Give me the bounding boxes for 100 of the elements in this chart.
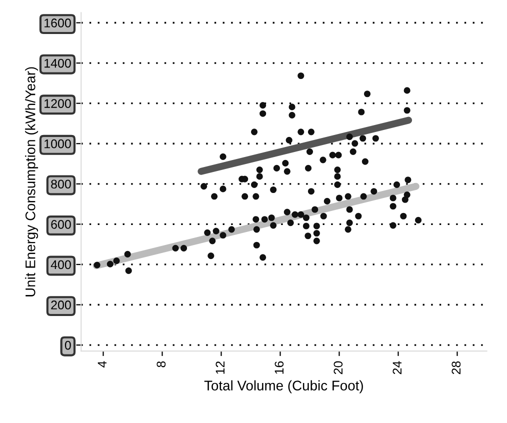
point — [344, 193, 352, 200]
point — [106, 260, 114, 268]
point — [306, 148, 314, 155]
point — [260, 110, 266, 117]
point — [346, 219, 353, 226]
x-tick-label: 16 — [274, 361, 284, 374]
point — [324, 198, 330, 205]
point — [313, 222, 320, 230]
point — [350, 148, 356, 155]
x-tick-label: 4 — [98, 361, 106, 368]
point — [302, 214, 310, 222]
y-tick-label: 1200 — [44, 99, 71, 108]
y-tick-label: 1400 — [44, 58, 71, 68]
point — [364, 90, 371, 98]
y-tick-label: 600 — [51, 220, 71, 229]
point — [253, 226, 260, 233]
point — [402, 196, 408, 203]
point — [209, 238, 216, 244]
point — [204, 229, 211, 236]
x-tick-label: 28 — [452, 361, 461, 374]
point — [390, 222, 396, 229]
point — [288, 104, 296, 110]
point — [360, 135, 366, 142]
point — [200, 183, 208, 190]
point — [334, 173, 341, 180]
x-tick-label: 24 — [392, 361, 402, 374]
point — [94, 262, 100, 268]
point — [355, 212, 362, 220]
point — [172, 244, 179, 252]
y-tick-label: 1600 — [44, 18, 71, 28]
point — [312, 206, 318, 213]
point — [298, 128, 304, 136]
point — [334, 166, 341, 174]
point — [352, 140, 358, 147]
point — [220, 232, 226, 239]
point — [390, 194, 396, 202]
point — [180, 244, 188, 252]
point — [404, 191, 410, 198]
point — [286, 136, 292, 144]
point — [344, 226, 352, 233]
point — [220, 186, 226, 192]
point — [404, 107, 410, 114]
point — [329, 152, 336, 158]
point — [124, 250, 131, 258]
point — [250, 128, 258, 136]
point — [273, 164, 280, 172]
point — [211, 193, 218, 200]
point — [335, 152, 342, 158]
point — [288, 112, 296, 119]
y-tick-label: 400 — [50, 260, 71, 270]
point — [414, 216, 422, 224]
y-tick-label: 200 — [51, 300, 71, 310]
point — [336, 194, 343, 202]
point — [208, 252, 214, 260]
point — [287, 219, 294, 226]
point — [308, 188, 314, 195]
point — [113, 258, 120, 264]
point — [253, 242, 260, 248]
point — [228, 226, 235, 233]
point — [292, 211, 298, 218]
point — [346, 133, 353, 140]
point — [284, 168, 290, 175]
point — [298, 72, 304, 80]
point — [302, 222, 310, 230]
point — [334, 181, 341, 188]
y-tick-label: 1000 — [44, 139, 71, 148]
x-axis-title: Total Volume (Cubic Foot) — [204, 380, 363, 394]
point — [125, 267, 132, 274]
point — [404, 87, 410, 94]
point — [270, 186, 277, 194]
point — [320, 156, 326, 164]
point — [252, 193, 260, 200]
point — [268, 214, 275, 222]
point — [250, 181, 258, 188]
point — [270, 222, 277, 229]
point — [400, 212, 407, 220]
point — [372, 135, 379, 142]
point — [362, 158, 368, 165]
point — [313, 230, 320, 237]
point — [256, 173, 263, 180]
point — [308, 128, 314, 136]
point — [304, 232, 312, 240]
point — [242, 193, 248, 200]
point — [260, 254, 266, 261]
point — [256, 166, 263, 174]
x-tick-label: 8 — [156, 361, 166, 368]
point — [212, 228, 220, 234]
point — [320, 212, 327, 220]
point — [261, 216, 268, 223]
point — [298, 211, 304, 218]
x-tick-label: 20 — [334, 361, 343, 374]
point — [390, 202, 396, 210]
point — [260, 102, 266, 109]
point — [404, 176, 412, 184]
point — [346, 206, 353, 213]
y-axis-title: Unit Energy Consumption (kWh/Year) — [25, 67, 38, 296]
y-tick-label: 0 — [64, 340, 71, 350]
x-tick-label: 12 — [216, 361, 224, 374]
point — [370, 188, 378, 195]
point — [313, 238, 320, 244]
